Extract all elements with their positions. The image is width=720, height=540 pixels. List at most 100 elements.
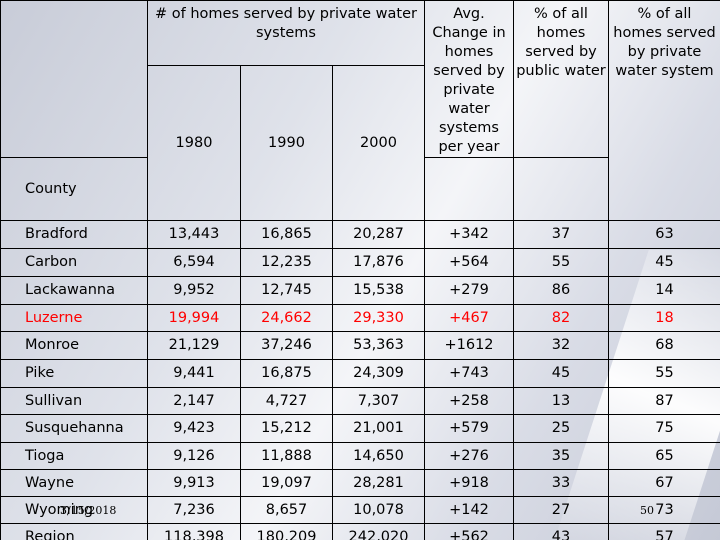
value-cell-avg: +564 [424, 248, 514, 278]
value-cell-pub: 37 [513, 219, 609, 250]
value-cell-y2000: 21,001 [332, 414, 425, 444]
county-name-cell: Luzerne [0, 304, 148, 333]
value-cell-y1990: 15,212 [240, 414, 333, 444]
value-cell-pub: 55 [513, 248, 609, 278]
value-cell-y1980: 2,147 [147, 387, 241, 416]
value-cell-pub: 86 [513, 276, 609, 306]
value-cell-priv: 55 [608, 359, 720, 389]
value-cell-pub: 45 [513, 359, 609, 389]
value-cell-y1980: 9,913 [147, 469, 241, 498]
value-cell-avg: +918 [424, 469, 514, 498]
value-cell-priv: 45 [608, 248, 720, 278]
value-cell-y1990: 12,745 [240, 276, 333, 306]
value-cell-y1990: 12,235 [240, 248, 333, 278]
value-cell-y1980: 19,994 [147, 304, 241, 333]
value-cell-avg: +579 [424, 414, 514, 444]
value-cell-y2000: 29,330 [332, 304, 425, 333]
value-cell-priv: 65 [608, 442, 720, 471]
table-row: Sullivan 2,147 4,727 7,307 +258 13 87 [0, 387, 720, 416]
value-cell-y1980: 7,236 [147, 496, 241, 525]
value-cell-y1980: 13,443 [147, 219, 241, 250]
pct-private-header: % of all homes served by private water s… [608, 0, 720, 221]
county-name-cell: Carbon [0, 248, 148, 278]
value-cell-priv: 57 [608, 523, 720, 540]
value-cell-avg: +467 [424, 304, 514, 333]
value-cell-y2000: 7,307 [332, 387, 425, 416]
year-2000-header: 2000 [332, 65, 425, 221]
avg-change-header: Avg. Change in homes served by private w… [424, 0, 514, 158]
year-1980-header: 1980 [147, 65, 241, 221]
county-name-cell: Lackawanna [0, 276, 148, 306]
value-cell-pub: 33 [513, 469, 609, 498]
value-cell-y1980: 6,594 [147, 248, 241, 278]
value-cell-priv: 14 [608, 276, 720, 306]
county-name-cell: Sullivan [0, 387, 148, 416]
county-name-cell: Susquehanna [0, 414, 148, 444]
value-cell-avg: +258 [424, 387, 514, 416]
value-cell-y1990: 19,097 [240, 469, 333, 498]
table-row: Bradford 13,443 16,865 20,287 +342 37 63 [0, 219, 720, 250]
value-cell-y1980: 9,126 [147, 442, 241, 471]
value-cell-y1980: 9,952 [147, 276, 241, 306]
pct-public-header-spacer [513, 157, 609, 221]
value-cell-priv: 63 [608, 219, 720, 250]
table-row: Pike 9,441 16,875 24,309 +743 45 55 [0, 359, 720, 389]
value-cell-priv: 18 [608, 304, 720, 333]
table-row: Monroe 21,129 37,246 53,363 +1612 32 68 [0, 331, 720, 361]
county-name-cell: Bradford [0, 219, 148, 250]
header-blank-cell [0, 0, 148, 158]
value-cell-y2000: 17,876 [332, 248, 425, 278]
table-row: Wayne 9,913 19,097 28,281 +918 33 67 [0, 469, 720, 498]
value-cell-avg: +743 [424, 359, 514, 389]
value-cell-avg: +1612 [424, 331, 514, 361]
value-cell-y2000: 15,538 [332, 276, 425, 306]
value-cell-pub: 13 [513, 387, 609, 416]
private-systems-group-header: # of homes served by private water syste… [147, 0, 425, 66]
county-name-cell: Monroe [0, 331, 148, 361]
value-cell-y1980: 9,441 [147, 359, 241, 389]
value-cell-pub: 27 [513, 496, 609, 525]
value-cell-y1990: 16,865 [240, 219, 333, 250]
county-name-cell: Region [0, 523, 148, 540]
value-cell-pub: 35 [513, 442, 609, 471]
value-cell-y2000: 28,281 [332, 469, 425, 498]
county-header: County [0, 157, 148, 221]
table-row: Lackawanna 9,952 12,745 15,538 +279 86 14 [0, 276, 720, 306]
value-cell-avg: +562 [424, 523, 514, 540]
value-cell-priv: 73 [608, 496, 720, 525]
value-cell-y1980: 118,398 [147, 523, 241, 540]
table-row: Susquehanna 9,423 15,212 21,001 +579 25 75 [0, 414, 720, 444]
year-1990-header: 1990 [240, 65, 333, 221]
value-cell-y1990: 8,657 [240, 496, 333, 525]
value-cell-y2000: 14,650 [332, 442, 425, 471]
footer-page-number: 50 [640, 504, 654, 517]
value-cell-y1990: 37,246 [240, 331, 333, 361]
value-cell-avg: +342 [424, 219, 514, 250]
value-cell-pub: 43 [513, 523, 609, 540]
value-cell-pub: 25 [513, 414, 609, 444]
table-row: Luzerne 19,994 24,662 29,330 +467 82 18 [0, 304, 720, 333]
value-cell-y1990: 11,888 [240, 442, 333, 471]
value-cell-y2000: 53,363 [332, 331, 425, 361]
pct-public-header: % of all homes served by public water [513, 0, 609, 158]
table-row: Tioga 9,126 11,888 14,650 +276 35 65 [0, 442, 720, 471]
county-name-cell: Pike [0, 359, 148, 389]
avg-change-header-spacer [424, 157, 514, 221]
value-cell-pub: 32 [513, 331, 609, 361]
value-cell-y1990: 4,727 [240, 387, 333, 416]
value-cell-y2000: 10,078 [332, 496, 425, 525]
value-cell-pub: 82 [513, 304, 609, 333]
value-cell-priv: 67 [608, 469, 720, 498]
value-cell-y2000: 242,020 [332, 523, 425, 540]
value-cell-priv: 68 [608, 331, 720, 361]
value-cell-avg: +142 [424, 496, 514, 525]
county-name-cell: Wyoming [0, 496, 148, 525]
county-name-cell: Wayne [0, 469, 148, 498]
table-row: Wyoming 7,236 8,657 10,078 +142 27 73 [0, 496, 720, 525]
county-name-cell: Tioga [0, 442, 148, 471]
value-cell-y2000: 24,309 [332, 359, 425, 389]
table-row: Region 118,398 180,209 242,020 +562 43 57 [0, 523, 720, 540]
value-cell-avg: +279 [424, 276, 514, 306]
